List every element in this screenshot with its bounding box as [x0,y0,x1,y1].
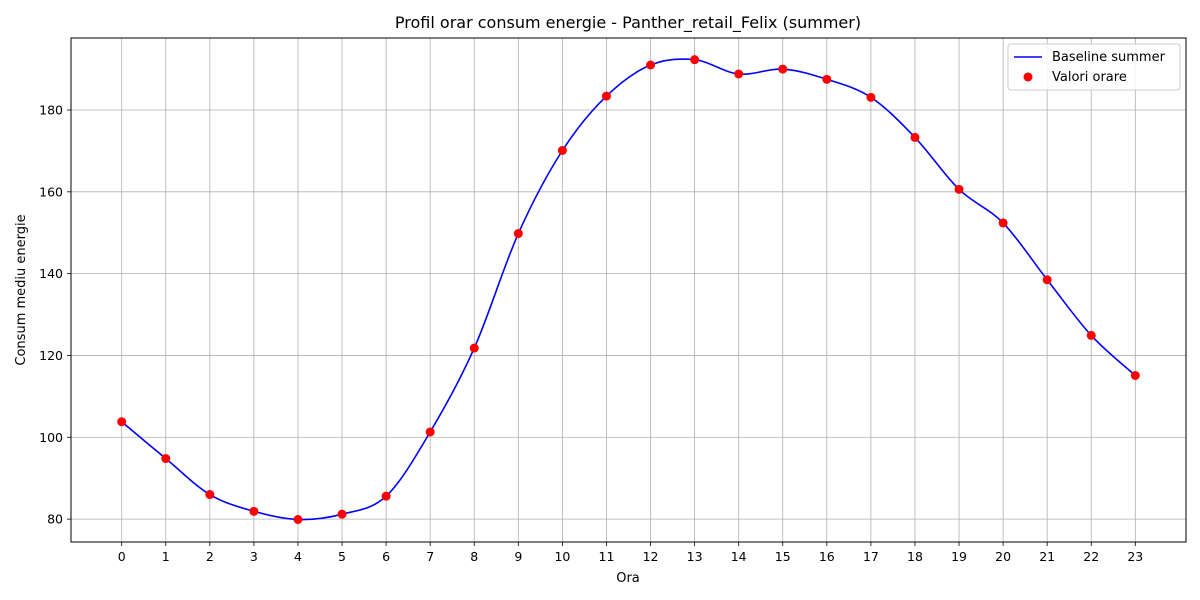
legend: Baseline summer Valori orare [1007,43,1181,91]
hourly-value-point [910,132,920,142]
hourly-value-point [778,64,788,74]
hourly-value-point [601,91,611,101]
hourly-value-point [513,229,523,239]
x-tick-label: 13 [687,549,703,564]
hourly-value-point [954,184,964,194]
x-tick-label: 22 [1083,549,1099,564]
hourly-value-point [249,506,259,516]
x-tick-label: 7 [426,549,434,564]
x-tick-label: 8 [470,549,478,564]
hourly-value-point [425,427,435,437]
x-tick-label: 15 [775,549,791,564]
x-tick-label: 18 [907,549,923,564]
y-tick-label: 160 [39,184,63,199]
hourly-value-point [1086,330,1096,340]
hourly-value-point [205,490,215,500]
x-tick-label: 1 [162,549,170,564]
y-tick-label: 180 [39,103,63,118]
x-tick-label: 21 [1039,549,1055,564]
hourly-value-point [381,491,391,501]
legend-box [1007,43,1181,91]
x-axis-label: Ora [616,571,640,586]
hourly-value-point [1042,275,1052,285]
x-tick-label: 3 [250,549,258,564]
chart-title: Profil orar consum energie - Panther_ret… [395,13,861,33]
x-tick-label: 11 [599,549,615,564]
y-tick-label: 100 [39,430,63,445]
x-tick-label: 19 [951,549,967,564]
hourly-value-point [646,60,656,70]
x-tick-label: 0 [118,549,126,564]
hourly-value-point [557,146,567,155]
y-tick-label: 80 [47,512,63,527]
x-tick-label: 14 [731,549,747,564]
x-tick-label: 4 [294,549,302,564]
y-axis-label: Consum mediu energie [14,214,29,365]
x-tick-label: 12 [643,549,659,564]
plot-frame [70,37,1187,543]
hourly-value-point [293,515,303,524]
x-tick-label: 20 [995,549,1011,564]
hourly-value-point [117,417,127,427]
grid-layer [71,38,1186,542]
y-tick-label: 140 [39,266,63,281]
legend-label-hourly: Valori orare [1052,70,1127,85]
hourly-value-point [337,509,347,519]
hourly-value-point [469,343,479,353]
baseline-summer-line [121,58,1136,521]
x-tick-label: 9 [514,549,522,564]
tick-layer: 0 1 2 3 4 5 6 7 8 9 10 11 12 13 14 15 16 17 18 19 20 21 22 2380… [39,103,1143,565]
x-tick-label: 5 [338,549,346,564]
hourly-value-point [690,55,700,65]
x-tick-label: 6 [382,549,390,564]
hourly-value-point [734,69,744,79]
hourly-value-point [822,74,832,84]
x-tick-label: 16 [819,549,835,564]
y-tick-label: 120 [39,348,63,363]
x-tick-label: 2 [206,549,214,564]
legend-dot-swatch [1023,72,1033,82]
series-layer [117,55,1140,524]
hourly-value-point [998,218,1008,228]
x-tick-label: 23 [1127,549,1143,564]
hourly-value-point [866,92,876,102]
x-tick-label: 17 [863,549,879,564]
hourly-value-point [1130,371,1140,380]
hourly-value-point [161,454,171,464]
x-tick-label: 10 [554,549,570,564]
legend-label-baseline: Baseline summer [1052,50,1166,65]
